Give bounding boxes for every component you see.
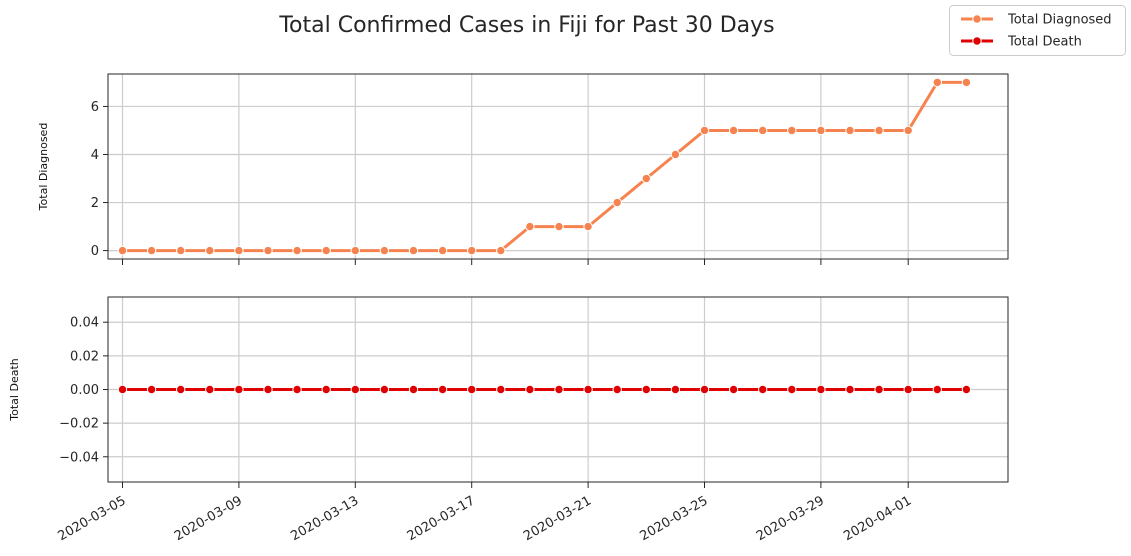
data-point <box>728 384 739 395</box>
data-point <box>234 384 244 395</box>
y-tick-label: 4 <box>91 148 99 163</box>
data-point <box>932 77 942 88</box>
y-tick-label: 0.02 <box>70 349 99 364</box>
legend-label: Total Diagnosed <box>1007 13 1112 28</box>
data-point <box>263 384 273 395</box>
x-tick-label: 2020-03-13 <box>288 493 361 544</box>
data-point <box>932 384 942 395</box>
series-line <box>122 80 967 253</box>
legend-frame <box>949 5 1126 56</box>
data-point <box>903 125 913 136</box>
data-point <box>612 384 622 395</box>
data-point <box>496 245 506 256</box>
y-tick-label: 2 <box>91 196 99 211</box>
axes-frame <box>107 296 1009 483</box>
data-point <box>758 384 768 395</box>
data-point <box>176 384 186 395</box>
legend-label: Total Death <box>1007 35 1082 50</box>
data-point <box>699 125 710 136</box>
x-tick-label: 2020-03-25 <box>638 493 711 544</box>
data-point <box>845 125 855 136</box>
y-axis-label: Total Diagnosed <box>37 123 50 212</box>
x-tick-label: 2020-03-21 <box>521 493 594 544</box>
data-point <box>263 245 273 256</box>
x-tick-label: 2020-03-09 <box>172 493 245 544</box>
data-point <box>787 384 797 395</box>
data-point <box>670 384 681 395</box>
data-point <box>117 384 128 395</box>
y-tick-label: 0 <box>91 244 99 259</box>
data-point <box>146 245 157 256</box>
data-point <box>641 173 651 184</box>
data-point <box>612 197 622 208</box>
data-point <box>874 125 884 136</box>
data-point <box>350 384 360 395</box>
legend-marker <box>972 36 982 46</box>
diagnosed-subplot: 0 2 4 6 Total Diagnosed <box>37 73 1009 265</box>
death-subplot: −0.04 −0.02 0.00 0.02 0.04 Total Death 2020-03… <box>8 296 1009 544</box>
legend: Total Diagnosed Total Death <box>949 5 1126 56</box>
data-point <box>467 245 477 256</box>
data-point <box>670 149 681 160</box>
data-point <box>321 245 331 256</box>
data-point <box>583 221 593 232</box>
data-point <box>816 125 826 136</box>
y-tick-label: 0.00 <box>70 383 99 398</box>
y-tick-label: 0.04 <box>70 316 99 331</box>
y-tick-label: −0.02 <box>59 417 99 432</box>
data-point <box>234 245 244 256</box>
data-point <box>961 77 972 88</box>
y-tick-label: 6 <box>91 100 99 115</box>
data-point <box>292 384 302 395</box>
x-tick-label: 2020-03-05 <box>56 493 129 544</box>
data-point <box>379 384 390 395</box>
data-point <box>350 245 360 256</box>
data-point <box>583 384 593 395</box>
data-point <box>903 384 913 395</box>
data-point <box>176 245 186 256</box>
data-point <box>874 384 884 395</box>
x-tick-label: 2020-04-01 <box>841 493 914 544</box>
data-point <box>525 384 535 395</box>
data-point <box>554 384 564 395</box>
data-point <box>525 221 535 232</box>
data-point <box>641 384 651 395</box>
legend-marker <box>972 14 982 24</box>
data-point <box>205 245 215 256</box>
axes-frame <box>107 73 1009 260</box>
data-point <box>467 384 477 395</box>
data-point <box>117 245 128 256</box>
data-point <box>437 245 448 256</box>
data-point <box>408 245 419 256</box>
x-tick-label: 2020-03-29 <box>754 493 827 544</box>
data-point <box>787 125 797 136</box>
data-point <box>321 384 331 395</box>
data-point <box>379 245 390 256</box>
data-point <box>205 384 215 395</box>
data-point <box>961 384 972 395</box>
data-point <box>816 384 826 395</box>
chart-title: Total Confirmed Cases in Fiji for Past 3… <box>278 13 774 38</box>
data-point <box>845 384 855 395</box>
data-point <box>437 384 448 395</box>
data-point <box>408 384 419 395</box>
data-point <box>758 125 768 136</box>
x-tick-label: 2020-03-17 <box>405 493 478 544</box>
y-tick-label: −0.04 <box>59 450 99 465</box>
data-point <box>699 384 710 395</box>
data-point <box>146 384 157 395</box>
data-point <box>496 384 506 395</box>
data-point <box>554 221 564 232</box>
data-point <box>728 125 739 136</box>
data-point <box>292 245 302 256</box>
y-axis-label: Total Death <box>8 358 21 421</box>
